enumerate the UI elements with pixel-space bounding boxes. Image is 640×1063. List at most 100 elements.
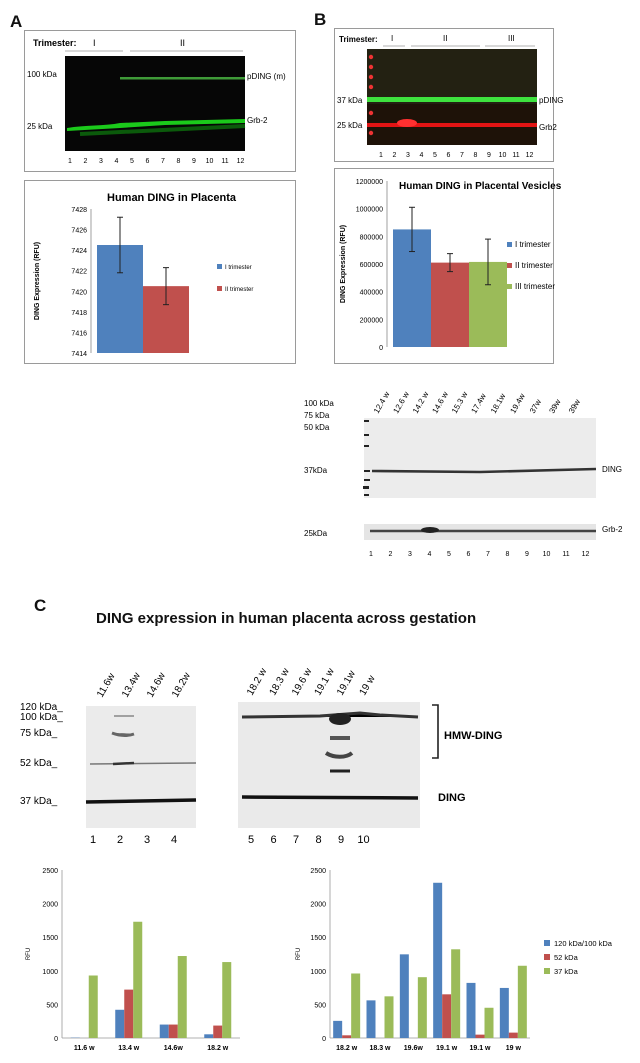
grb2-spot	[421, 527, 439, 533]
bar	[159, 1024, 169, 1038]
bar	[213, 1025, 223, 1038]
y-tick-label: 1000	[310, 969, 326, 976]
panel-a-label: A	[10, 12, 23, 31]
week-label: 37w	[528, 398, 543, 415]
x-tick-label: 18.2 w	[336, 1045, 358, 1052]
grb2-glow	[79, 124, 246, 136]
bar	[499, 987, 509, 1038]
group-label: II	[443, 34, 447, 43]
x-tick-label: 14.6w	[164, 1045, 184, 1052]
y-tick-label: 2000	[42, 902, 58, 909]
panel-b-blot: Trimester: I II III 37 kDa 25 kDa pDING …	[337, 34, 563, 159]
lane-number: 2	[393, 152, 397, 159]
chart-title: Human DING in Placenta	[107, 192, 237, 204]
y-tick-label: 2500	[310, 868, 326, 875]
lane-number: 10	[543, 551, 551, 558]
marker-label: 37 kDa_	[20, 796, 58, 807]
bar	[177, 956, 187, 1038]
bar	[88, 975, 98, 1038]
y-axis-label: DING Expression (RFU)	[340, 225, 347, 303]
x-tick-label: 19.1 w	[469, 1045, 491, 1052]
week-label: 14.2 w	[411, 390, 431, 415]
panel-a-chart: Human DING in Placenta 7414 7416 7418 7420 74…	[34, 192, 253, 358]
lane-number: 3	[406, 152, 410, 159]
lane-number: 6	[467, 551, 471, 558]
marker-label: 100 kDa	[27, 70, 57, 79]
y-tick-label: 200000	[360, 317, 383, 324]
y-tick-label: 400000	[360, 290, 383, 297]
lane-number: 5	[248, 834, 254, 846]
marker-label: 50 kDa	[304, 423, 330, 432]
x-tick-label: 18.3 w	[369, 1045, 391, 1052]
lane-number: 5	[433, 152, 437, 159]
marker-label: 75 kDa_	[20, 728, 58, 739]
bar	[433, 882, 443, 1038]
y-tick-label: 7418	[71, 310, 87, 317]
band-label: Grb-2	[602, 525, 623, 534]
legend-swatch	[544, 940, 550, 946]
ladder-marks	[363, 420, 370, 496]
marker-label: 37 kDa	[337, 96, 363, 105]
legend-swatch	[544, 968, 550, 974]
lane-number: 8	[177, 158, 181, 165]
bar	[484, 1007, 494, 1038]
bar	[115, 1009, 125, 1038]
lane-number: 11	[221, 158, 228, 165]
y-tick-label: 0	[322, 1036, 326, 1043]
lane-number: 12	[237, 158, 245, 165]
lane-number: 7	[486, 551, 490, 558]
legend-label: II trimester	[515, 261, 553, 270]
lane-number: 10	[499, 152, 507, 159]
bar	[417, 977, 427, 1038]
y-tick-label: 500	[46, 1002, 58, 1009]
lane-number: 1	[369, 551, 373, 558]
lane-number: 9	[338, 834, 344, 846]
week-label: 13.4w	[120, 670, 143, 699]
legend-label: 52 kDa	[554, 953, 579, 962]
lane-number: 7	[161, 158, 165, 165]
blot-right-bands	[241, 711, 419, 800]
chart-right-svg: 0 500 1000 1500 2000 2500 RFU 18.2 w 18.3 w 19.6w…	[296, 868, 613, 1052]
legend-label: I trimester	[225, 265, 252, 271]
lane-number: 8	[506, 551, 510, 558]
y-tick-label: 7426	[71, 228, 87, 235]
bar	[168, 1024, 178, 1038]
lane-number: 11	[562, 551, 569, 558]
lane-number: 9	[192, 158, 196, 165]
bar	[517, 965, 527, 1038]
y-tick-label: 800000	[360, 234, 383, 241]
lane-number: 2	[84, 158, 88, 165]
lane-number: 5	[447, 551, 451, 558]
bar	[451, 949, 461, 1038]
week-label: 14.6 w	[430, 390, 450, 415]
lane-number: 10	[357, 834, 369, 846]
marker-label: 100 kDa_	[20, 712, 63, 723]
y-tick-label: 7424	[71, 248, 87, 255]
panel-a-chart-frame: Human DING in Placenta 7414 7416 7418 7420 74…	[24, 180, 296, 364]
lane-number: 1	[68, 158, 72, 165]
band-label: DING	[602, 465, 622, 474]
panel-b-blot-frame: Trimester: I II III 37 kDa 25 kDa pDING …	[334, 28, 563, 162]
marker-label: 100 kDa	[304, 399, 334, 408]
panel-c-label: C	[34, 596, 47, 615]
bar	[442, 994, 452, 1038]
bar	[475, 1034, 485, 1038]
lane-number: 4	[115, 158, 119, 165]
y-tick-label: 1500	[42, 935, 58, 942]
x-tick-label: 19 w	[506, 1045, 522, 1052]
lane-number: 6	[447, 152, 451, 159]
week-label: 39w	[567, 398, 582, 415]
x-tick-label: 19.1 w	[436, 1045, 458, 1052]
lane-number: 9	[525, 551, 529, 558]
x-tick-label: 19.6w	[404, 1045, 424, 1052]
bar	[333, 1020, 343, 1038]
marker-label: 75 kDa	[304, 411, 330, 420]
bar	[222, 962, 232, 1038]
week-label: 18.3 w	[268, 666, 293, 698]
legend-swatch	[507, 284, 512, 289]
marker-label: 25 kDa	[337, 121, 363, 130]
lane-number: 9	[487, 152, 491, 159]
week-label: 19.1 w	[313, 666, 338, 698]
legend-swatch	[217, 286, 222, 291]
